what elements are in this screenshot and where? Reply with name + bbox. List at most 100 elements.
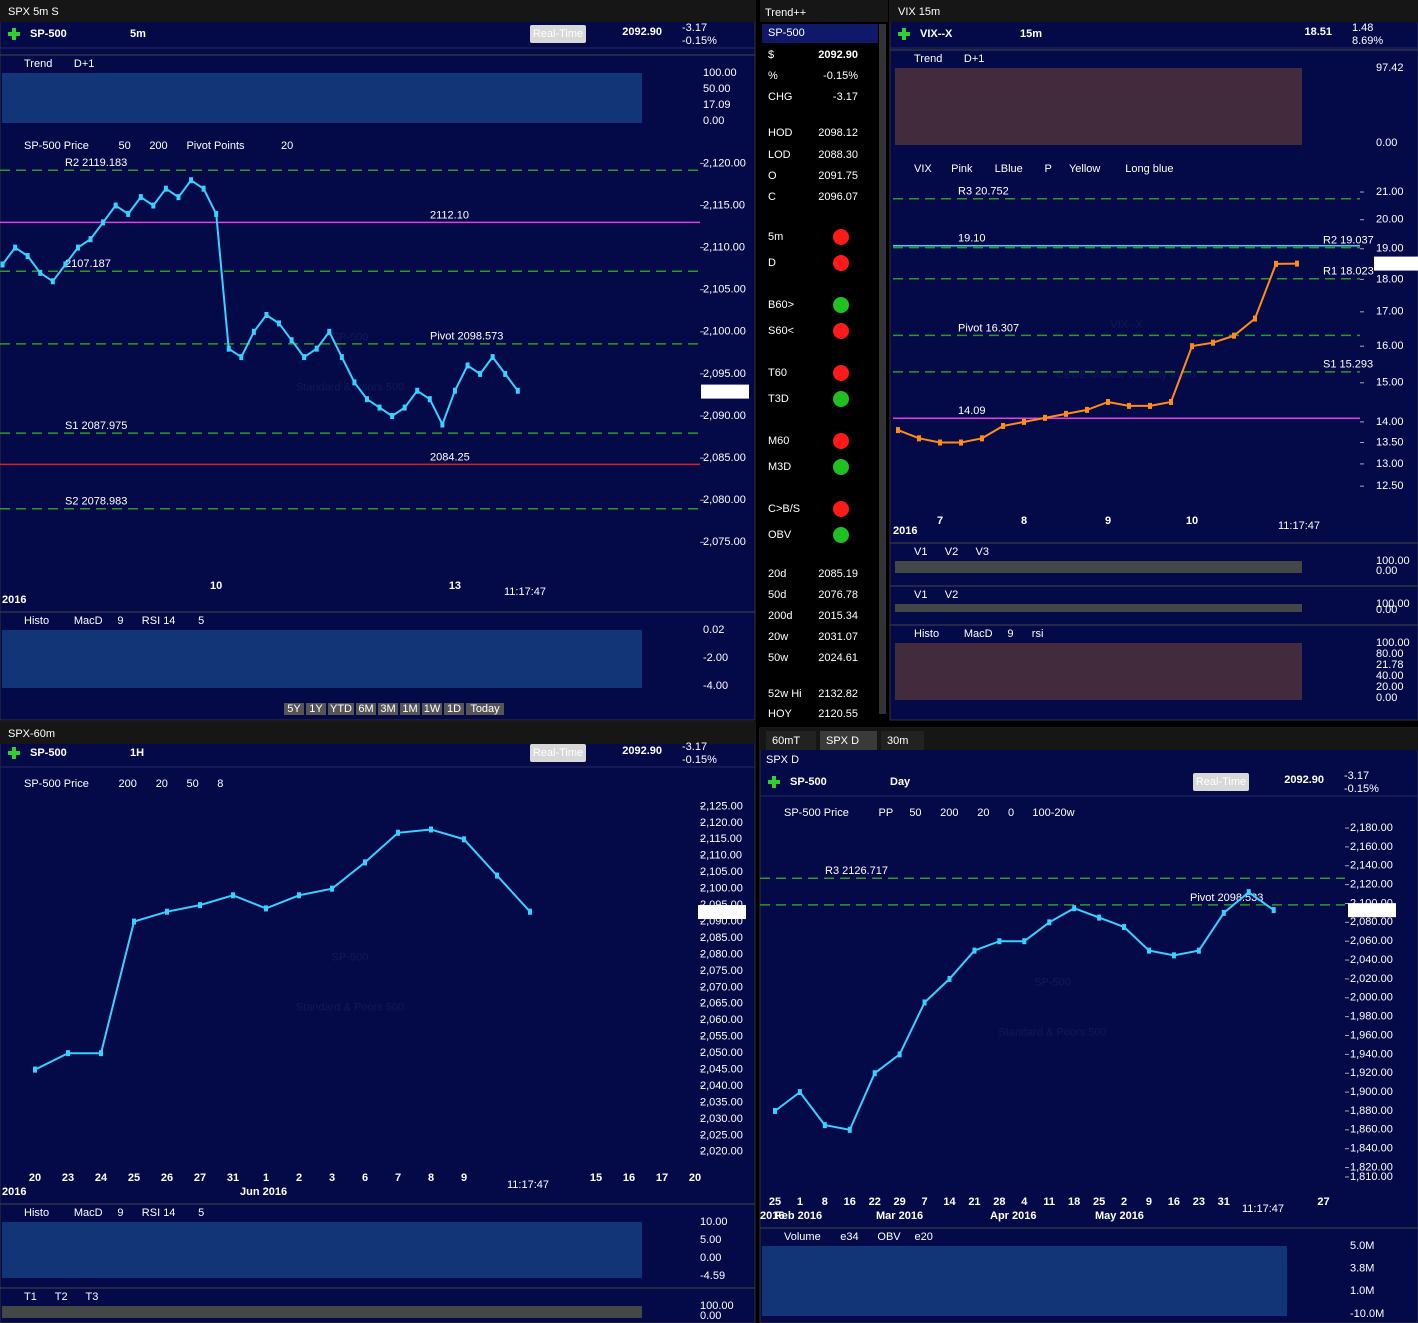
y-tick-label: 2,105.00 [703,284,746,296]
price-study-label: Yellow [1069,163,1100,175]
candle [176,194,181,201]
signal-label: M3D [768,461,791,473]
panel-tab[interactable]: SPX 5m S [8,6,59,18]
candle [99,1050,103,1057]
y-tick-label: 2,110.00 [703,242,745,254]
symbol[interactable]: SP-500 [790,776,827,788]
realtime-label[interactable]: Real-Time [533,747,583,759]
range-label[interactable]: 1W [424,703,441,715]
tab-label[interactable]: SPX D [826,735,859,747]
panel-tab[interactable]: SPX-60m [8,728,55,740]
range-button[interactable] [356,703,376,715]
range-label[interactable]: Today [470,703,500,715]
interval[interactable]: Day [890,776,911,788]
candle [1022,418,1026,425]
range-button[interactable] [444,703,464,715]
signal-label: OBV [768,529,792,541]
realtime-button[interactable] [530,25,586,43]
y-tick-label: 2,045.00 [700,1064,743,1076]
watchlist-title[interactable]: Trend++ [765,7,806,19]
price-study-label: Long blue [1125,163,1173,175]
interval[interactable]: 5m [130,28,146,40]
panel-tab[interactable]: VIX 15m [898,6,940,18]
range-label[interactable]: 3M [380,703,395,715]
study-area [2,1222,642,1278]
range-label[interactable]: 1Y [309,703,323,715]
candle [239,354,244,361]
y-tick-label: 1,940.00 [1350,1048,1393,1060]
range-button[interactable] [328,703,354,715]
x-tick-label: 25 [1093,1196,1105,1208]
range-button[interactable] [306,703,326,715]
realtime-label[interactable]: Real-Time [1196,776,1246,788]
realtime-button[interactable] [530,744,586,762]
tab[interactable] [766,731,816,750]
change-pct: -0.15% [682,754,717,766]
candle [847,1126,852,1133]
price-study-label: 50 [909,807,921,819]
range-label[interactable]: 6M [358,703,373,715]
study-tick-label: 100.00 [700,1300,734,1312]
watchlist-value: -0.15% [823,70,858,82]
study-label: e34 [840,1231,858,1243]
symbol[interactable]: SP-500 [30,28,67,40]
tab[interactable] [881,731,924,750]
change-pct: -0.15% [1344,783,1379,795]
watchlist-symbol-bg [762,24,878,43]
y-tick-label: 19.00 [1376,243,1404,255]
y-tick-label: 2,040.00 [700,1080,743,1092]
tab-label[interactable]: 60mT [772,735,800,747]
range-button[interactable] [378,703,398,715]
x-tick-label: 29 [894,1196,906,1208]
signal-label: S60< [768,325,794,337]
price-study-label: 50 [186,778,198,790]
study-label: T1 [24,1291,37,1303]
symbol-tab: SPX D [766,754,799,766]
last-price-box [698,905,746,920]
stat-value: 2076.78 [818,589,858,601]
last-price-label: 2,092.90 [1350,904,1393,916]
range-label[interactable]: 5Y [287,703,301,715]
candle [377,404,382,411]
interval[interactable]: 1H [130,747,144,759]
candle [289,337,294,344]
level-label: Pivot 2098.533 [1190,892,1263,904]
range-button[interactable] [422,703,442,715]
y-tick-label: 2,120.00 [700,817,743,829]
candle [490,354,495,361]
symbol[interactable]: SP-500 [30,747,67,759]
candle [88,236,93,243]
interval[interactable]: 15m [1020,28,1042,40]
study-label: 5 [198,1207,204,1219]
candle [302,354,307,361]
last-price: 18.51 [1304,26,1332,38]
price-study-label: 200 [940,807,958,819]
y-tick-label: 2,065.00 [700,998,743,1010]
level-label: R2 2119.183 [65,157,127,169]
stat-value: 2031.07 [818,631,858,643]
watchlist-value: 2096.07 [818,191,858,203]
range-label[interactable]: 1D [447,703,461,715]
add-icon-v [12,747,16,759]
range-button[interactable] [466,703,504,715]
realtime-label[interactable]: Real-Time [533,28,583,40]
price-study-label: SP-500 Price [784,807,849,819]
y-tick-label: 2,070.00 [700,981,743,993]
signal-dot [833,323,849,339]
candle [1043,414,1047,421]
realtime-button[interactable] [1193,773,1249,791]
x-tick-label: 23 [62,1172,74,1184]
y-tick-label: 2,120.00 [1350,879,1393,891]
range-label[interactable]: 1M [402,703,417,715]
range-button[interactable] [284,703,304,715]
candle [297,892,301,899]
symbol[interactable]: VIX--X [920,28,953,40]
range-label[interactable]: YTD [330,703,352,715]
study-tick-label: -2.00 [703,652,728,664]
tab-label[interactable]: 30m [887,735,908,747]
tab[interactable] [820,731,877,750]
range-button[interactable] [400,703,420,715]
candle [198,902,202,909]
candle [50,278,55,285]
x-month-label: Feb 2016 [775,1210,822,1222]
